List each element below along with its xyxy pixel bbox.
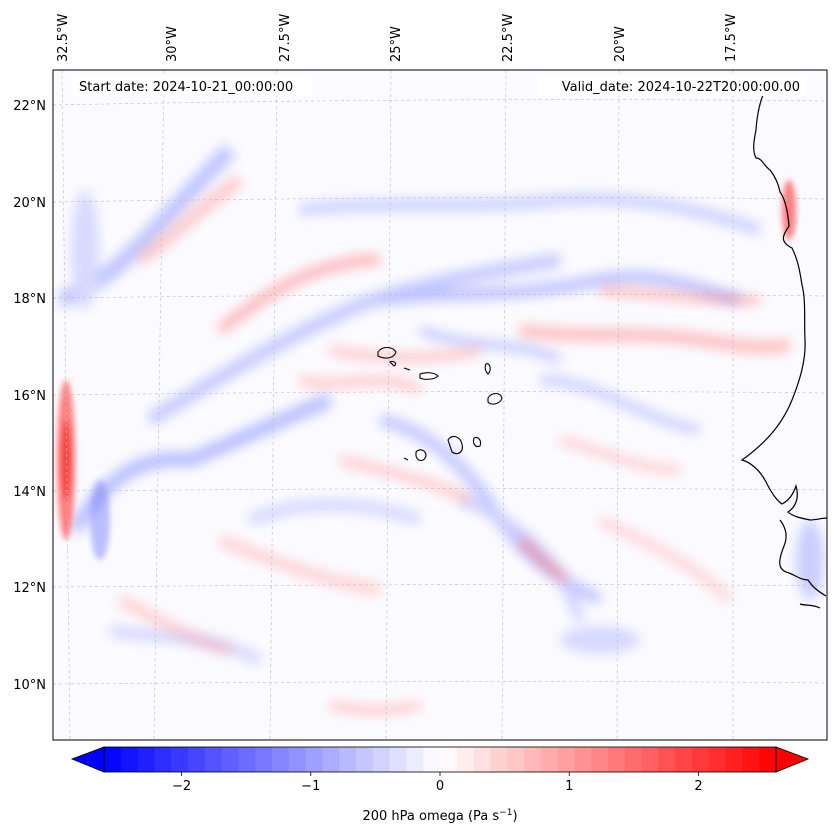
omega-negative-field (57, 144, 824, 665)
colorbar-segment (406, 747, 424, 772)
colorbar-tick-label: 1 (565, 779, 573, 794)
colorbar-segment (759, 747, 777, 772)
valid-date-label: Valid_date: 2024-10-22T20:00:00.00 (562, 80, 800, 95)
colorbar-segment (272, 747, 290, 772)
colorbar-segment (725, 747, 743, 772)
colorbar: −2 −1 0 1 2 200 hPa omega (Pa s−1) (70, 746, 810, 824)
colorbar-segment (490, 747, 508, 772)
lon-label: 32.5°W (56, 14, 71, 62)
colorbar-segment (473, 747, 491, 772)
longitude-labels: 32.5°W 30°W 27.5°W 25°W 22.5°W 20°W 17.5… (56, 14, 739, 62)
omega-edge-features (57, 180, 796, 560)
colorbar-segment (456, 747, 475, 772)
colorbar-segment (204, 747, 223, 772)
cape-verde-islands (377, 346, 503, 462)
colorbar-tick-label: −1 (301, 779, 320, 794)
colorbar-segment (675, 747, 693, 772)
colorbar-segment (591, 747, 609, 772)
colorbar-extend-high (775, 746, 810, 773)
valid-date-box (538, 76, 806, 96)
colorbar-extend-low (70, 746, 105, 773)
colorbar-tick-label: 2 (694, 779, 702, 794)
colorbar-segment (255, 747, 273, 772)
omega-positive-field (117, 175, 791, 715)
colorbar-segment (389, 747, 407, 772)
colorbar-segment (154, 747, 172, 772)
gridlines (53, 70, 827, 740)
colorbar-segment (423, 747, 441, 772)
map-frame (52, 69, 828, 741)
colorbar-label: 200 hPa omega (Pa s−1) (362, 808, 517, 824)
colorbar-segment (322, 747, 340, 772)
colorbar-segment (708, 747, 727, 772)
colorbar-segment (557, 747, 575, 772)
colorbar-segment (524, 747, 542, 772)
lat-label: 16°N (13, 389, 46, 404)
colorbar-segment (104, 747, 122, 772)
lat-label: 22°N (13, 99, 46, 114)
colorbar-segment (574, 747, 592, 772)
colorbar-segment (641, 747, 659, 772)
colorbar-segment (171, 747, 189, 772)
colorbar-segment (608, 747, 626, 772)
colorbar-segment (288, 747, 307, 772)
lon-label: 25°W (389, 26, 404, 62)
colorbar-ticks: −2 −1 0 1 2 (172, 772, 703, 794)
latitude-labels: 22°N 20°N 18°N 16°N 14°N 12°N 10°N (13, 99, 46, 693)
colorbar-segment (658, 747, 676, 772)
colorbar-segment (440, 747, 458, 772)
lat-label: 18°N (13, 292, 46, 307)
lon-label: 20°W (613, 26, 628, 62)
start-date-box (72, 76, 312, 96)
coastline (740, 87, 827, 609)
lon-label: 27.5°W (278, 14, 293, 62)
colorbar-segment (188, 747, 206, 772)
lon-label: 22.5°W (501, 14, 516, 62)
start-date-label: Start date: 2024-10-21_00:00:00 (79, 80, 293, 95)
colorbar-segment (540, 747, 559, 772)
lat-label: 12°N (13, 581, 46, 596)
colorbar-segment (692, 747, 710, 772)
lat-label: 20°N (13, 196, 46, 211)
colorbar-segment (238, 747, 256, 772)
colorbar-segment (742, 747, 760, 772)
colorbar-segment (137, 747, 155, 772)
colorbar-segment (507, 747, 525, 772)
lat-label: 14°N (13, 485, 46, 500)
lat-label: 10°N (13, 678, 46, 693)
colorbar-segment (339, 747, 357, 772)
lon-label: 17.5°W (724, 14, 739, 62)
lon-label: 30°W (165, 26, 180, 62)
colorbar-segment (305, 747, 323, 772)
map-panel (53, 70, 827, 740)
colorbar-segment (624, 747, 643, 772)
colorbar-tick-label: 0 (436, 779, 444, 794)
colorbar-segment (120, 747, 139, 772)
colorbar-segment (356, 747, 374, 772)
colorbar-segment (221, 747, 239, 772)
colorbar-segments (104, 747, 777, 772)
colorbar-segment (372, 747, 391, 772)
colorbar-tick-label: −2 (172, 779, 191, 794)
